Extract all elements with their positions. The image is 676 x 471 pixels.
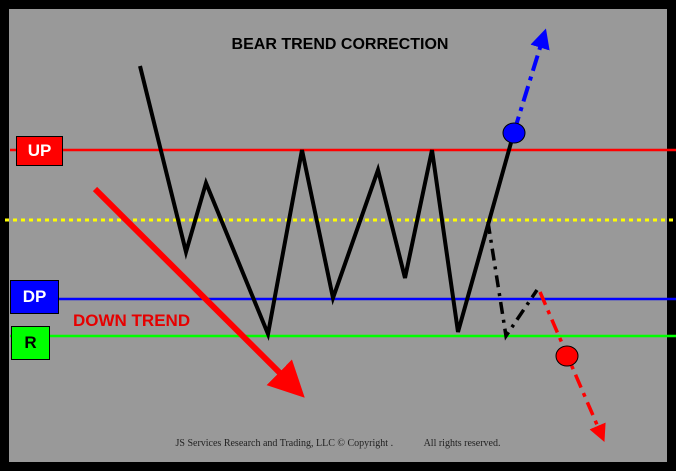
price-path bbox=[138, 65, 516, 342]
copyright-rights: All rights reserved. bbox=[423, 438, 501, 449]
r-level-label: R bbox=[11, 326, 50, 360]
correction-projection-path bbox=[486, 221, 539, 341]
copyright-footer: JS Services Research and Trading, LLC © … bbox=[0, 438, 676, 449]
breakout-up-marker bbox=[502, 122, 526, 144]
down-trend-label: DOWN TREND bbox=[73, 311, 191, 330]
dp-level-label: DP bbox=[10, 280, 59, 314]
down-trend-arrow bbox=[92, 186, 305, 398]
up-level-label: UP bbox=[16, 136, 63, 166]
breakdown-marker bbox=[555, 345, 579, 367]
chart-background bbox=[9, 9, 667, 462]
copyright-company: JS Services Research and Trading, LLC © … bbox=[175, 438, 394, 449]
bearish-projection-arrow bbox=[538, 291, 606, 443]
diagram-title: BEAR TREND CORRECTION bbox=[231, 36, 449, 53]
